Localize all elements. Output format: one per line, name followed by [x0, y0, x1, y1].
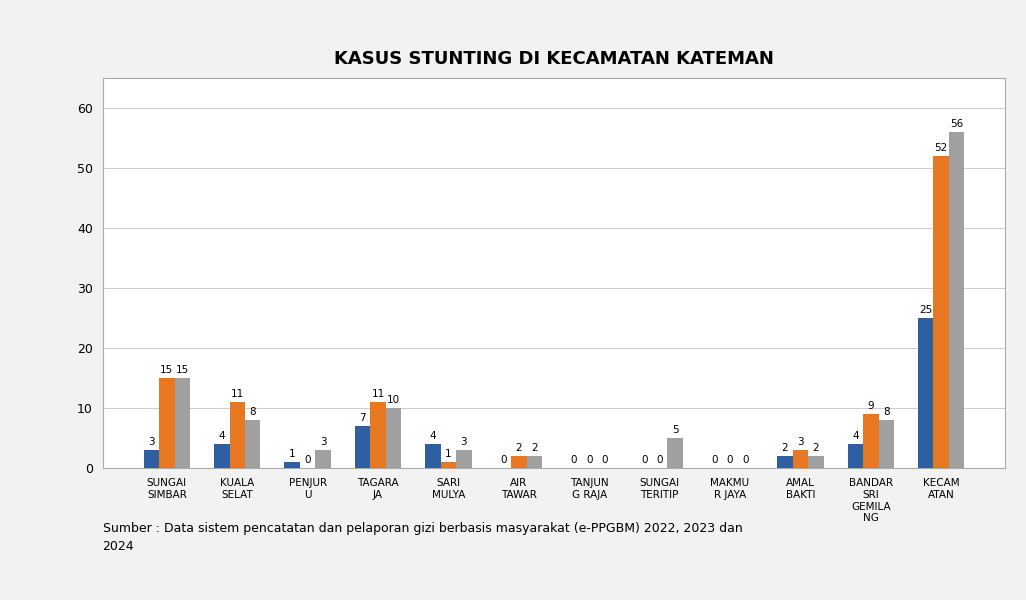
Text: 8: 8 [883, 407, 890, 417]
Text: 9: 9 [868, 401, 874, 411]
Text: 2: 2 [782, 443, 788, 453]
Bar [949, 132, 964, 468]
Bar [878, 420, 894, 468]
Bar [808, 456, 824, 468]
Text: 2: 2 [515, 443, 522, 453]
Bar [441, 462, 457, 468]
Text: 3: 3 [148, 437, 155, 447]
Text: 0: 0 [586, 455, 592, 465]
Bar [777, 456, 793, 468]
Text: 15: 15 [160, 365, 173, 375]
Text: 1: 1 [445, 449, 451, 459]
Text: 0: 0 [570, 455, 577, 465]
Bar [667, 438, 683, 468]
Text: 4: 4 [219, 431, 225, 441]
Text: 0: 0 [742, 455, 749, 465]
Text: 1: 1 [289, 449, 295, 459]
Text: 0: 0 [500, 455, 507, 465]
Text: 3: 3 [461, 437, 467, 447]
Bar [847, 444, 863, 468]
Text: Sumber : Data sistem pencatatan dan pelaporan gizi berbasis masyarakat (e-PPGBM): Sumber : Data sistem pencatatan dan pela… [103, 522, 743, 553]
Bar [457, 450, 472, 468]
Text: 25: 25 [919, 305, 933, 315]
Title: KASUS STUNTING DI KECAMATAN KATEMAN: KASUS STUNTING DI KECAMATAN KATEMAN [334, 50, 774, 68]
Bar [793, 450, 808, 468]
Text: 4: 4 [852, 431, 859, 441]
Text: 10: 10 [387, 395, 400, 405]
Bar [174, 378, 190, 468]
Bar [425, 444, 441, 468]
Text: 0: 0 [601, 455, 608, 465]
Text: 11: 11 [371, 389, 385, 399]
Text: 0: 0 [657, 455, 663, 465]
Bar [863, 414, 878, 468]
Text: 2: 2 [531, 443, 538, 453]
Bar [159, 378, 174, 468]
Bar [315, 450, 331, 468]
Text: 52: 52 [935, 143, 948, 153]
Text: 56: 56 [950, 119, 963, 129]
Text: 8: 8 [249, 407, 256, 417]
Bar [511, 456, 526, 468]
Text: 11: 11 [231, 389, 244, 399]
Text: 0: 0 [726, 455, 734, 465]
Bar [144, 450, 159, 468]
Bar [284, 462, 300, 468]
Text: 15: 15 [175, 365, 189, 375]
Bar [355, 426, 370, 468]
Text: 3: 3 [797, 437, 803, 447]
Text: 3: 3 [320, 437, 326, 447]
Bar [214, 444, 230, 468]
Bar [526, 456, 542, 468]
Text: 4: 4 [430, 431, 436, 441]
Text: 7: 7 [359, 413, 366, 423]
Bar [230, 402, 245, 468]
Bar [245, 420, 261, 468]
Text: 0: 0 [711, 455, 718, 465]
Bar [918, 318, 934, 468]
Text: 2: 2 [813, 443, 819, 453]
Bar [934, 156, 949, 468]
Bar [370, 402, 386, 468]
Text: 5: 5 [672, 425, 678, 435]
Bar [386, 408, 401, 468]
Text: 0: 0 [641, 455, 647, 465]
Text: 0: 0 [305, 455, 311, 465]
